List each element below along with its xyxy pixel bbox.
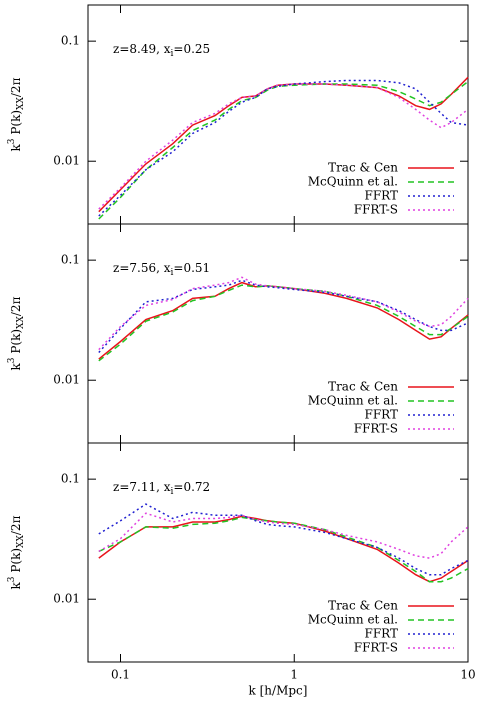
y-tick-label: 0.01 (53, 592, 80, 606)
plot-frame (87, 223, 469, 444)
data-line (98, 79, 469, 217)
legend-label: Trac & Cen (328, 599, 398, 613)
y-label-part: P(k) (9, 110, 23, 139)
y-axis-label: k3 P(k)XX/2π (7, 515, 26, 589)
y-label-part: k (9, 362, 23, 370)
y-label-part: /2π (9, 77, 23, 97)
y-label-part: 3 (7, 357, 17, 363)
annotation-part: =0.51 (173, 261, 210, 275)
y-label-part: k (9, 143, 23, 151)
legend-label: FFRT-S (354, 641, 398, 655)
legend-label: FFRT-S (354, 422, 398, 436)
y-tick-label: 0.01 (53, 154, 80, 168)
legend-label: Trac & Cen (328, 380, 398, 394)
x-axis-label: k [h/Mpc] (249, 684, 308, 698)
data-line (98, 81, 469, 220)
annotation-part: i (171, 487, 174, 497)
annotation-part: z=7.56, x (113, 261, 171, 275)
y-tick-label: 0.1 (61, 253, 80, 267)
legend-label: FFRT (365, 189, 398, 203)
y-tick-label: 0.01 (53, 373, 80, 387)
data-line (98, 503, 469, 576)
legend-label: McQuinn et al. (308, 394, 398, 408)
y-label-part: /2π (9, 515, 23, 535)
annotation-part: z=8.49, x (113, 42, 171, 56)
legend-label: FFRT (365, 408, 398, 422)
annotation-part: =0.72 (173, 480, 210, 494)
legend-label: Trac & Cen (328, 161, 398, 175)
y-label-part: P(k) (9, 329, 23, 358)
y-label-part: XX (16, 316, 26, 329)
legend-label: FFRT (365, 627, 398, 641)
annotation-part: z=7.11, x (113, 480, 171, 494)
annotation-part: i (171, 49, 174, 59)
annotation-part: i (171, 268, 174, 278)
y-tick-label: 0.1 (61, 34, 80, 48)
y-axis-label: k3 P(k)XX/2π (7, 77, 26, 151)
x-tick-label: 0.1 (111, 668, 130, 682)
y-label-part: 3 (7, 576, 17, 582)
annotation: z=8.49, xi=0.25 (113, 42, 210, 59)
x-tick-label: 10 (460, 668, 475, 682)
legend-label: FFRT-S (354, 203, 398, 217)
annotation: z=7.56, xi=0.51 (113, 261, 210, 278)
y-label-part: /2π (9, 296, 23, 316)
x-tick-label: 1 (290, 668, 298, 682)
y-label-part: XX (16, 535, 26, 548)
data-line (98, 512, 469, 559)
annotation: z=7.11, xi=0.72 (113, 480, 210, 497)
data-line (98, 284, 469, 362)
y-label-part: XX (16, 97, 26, 110)
plot-frame (87, 4, 469, 225)
y-label-part: P(k) (9, 548, 23, 577)
legend-label: McQuinn et al. (308, 175, 398, 189)
plot-frame (87, 442, 469, 663)
y-axis-label: k3 P(k)XX/2π (7, 296, 26, 370)
legend-label: McQuinn et al. (308, 613, 398, 627)
data-line (98, 281, 469, 360)
annotation-part: =0.25 (173, 42, 210, 56)
data-line (98, 83, 469, 210)
data-line (98, 515, 469, 583)
y-label-part: k (9, 581, 23, 589)
y-label-part: 3 (7, 138, 17, 144)
y-tick-label: 0.1 (61, 472, 80, 486)
